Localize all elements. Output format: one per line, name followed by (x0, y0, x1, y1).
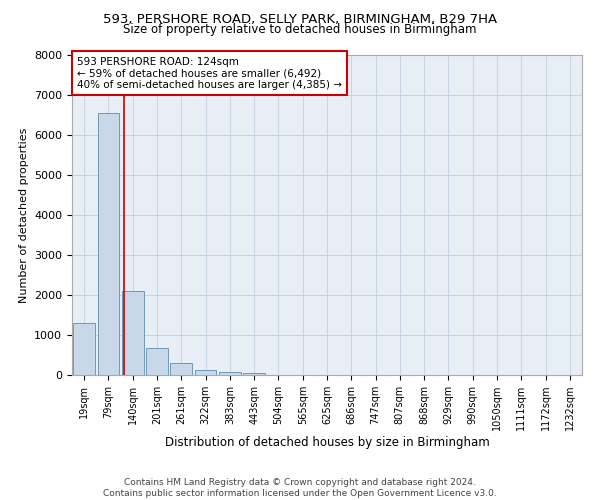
Bar (146, 348, 168, 375)
Bar (194, 370, 217, 375)
Text: 593, PERSHORE ROAD, SELLY PARK, BIRMINGHAM, B29 7HA: 593, PERSHORE ROAD, SELLY PARK, BIRMINGH… (103, 12, 497, 26)
Text: Contains HM Land Registry data © Crown copyright and database right 2024.
Contai: Contains HM Land Registry data © Crown c… (103, 478, 497, 498)
Bar (243, 372, 265, 375)
Text: Size of property relative to detached houses in Birmingham: Size of property relative to detached ho… (123, 22, 477, 36)
Bar (170, 364, 192, 375)
Bar (219, 372, 241, 375)
Text: 593 PERSHORE ROAD: 124sqm
← 59% of detached houses are smaller (6,492)
40% of se: 593 PERSHORE ROAD: 124sqm ← 59% of detac… (77, 56, 342, 90)
Bar (97, 113, 119, 375)
Y-axis label: Number of detached properties: Number of detached properties (19, 128, 29, 302)
X-axis label: Distribution of detached houses by size in Birmingham: Distribution of detached houses by size … (164, 436, 490, 449)
Bar (73, 323, 95, 375)
Bar (122, 292, 143, 375)
